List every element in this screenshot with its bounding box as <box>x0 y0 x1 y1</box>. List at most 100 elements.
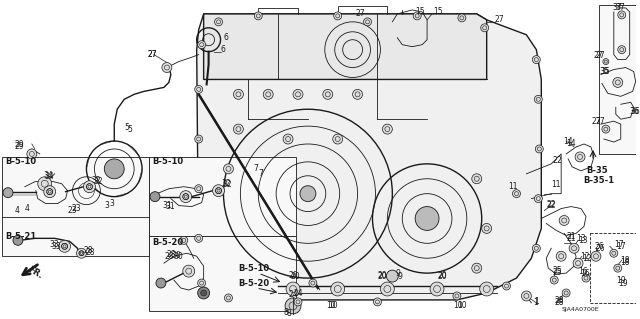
Circle shape <box>195 234 203 242</box>
Circle shape <box>535 145 543 153</box>
Text: B-5-10: B-5-10 <box>5 157 36 167</box>
Bar <box>149 157 296 236</box>
Text: 27: 27 <box>356 9 365 19</box>
Text: 33: 33 <box>52 242 61 251</box>
Text: 16: 16 <box>580 269 589 278</box>
Text: 7: 7 <box>259 169 263 178</box>
Text: 9: 9 <box>397 271 402 281</box>
Circle shape <box>195 85 203 93</box>
Text: 27: 27 <box>594 51 604 60</box>
Text: 12: 12 <box>582 254 591 263</box>
Circle shape <box>323 89 333 99</box>
Circle shape <box>300 186 316 202</box>
Circle shape <box>569 243 579 253</box>
Text: 27: 27 <box>592 117 602 126</box>
Text: 21: 21 <box>566 232 575 241</box>
Text: 28: 28 <box>83 246 93 255</box>
Text: 27: 27 <box>147 50 157 59</box>
Text: 35: 35 <box>600 67 610 76</box>
Circle shape <box>201 290 207 296</box>
Bar <box>590 234 636 303</box>
Text: 3: 3 <box>104 201 109 210</box>
Text: 24: 24 <box>293 289 303 299</box>
Text: 31: 31 <box>162 201 172 210</box>
Text: 24: 24 <box>288 291 298 300</box>
Text: 28: 28 <box>554 298 564 308</box>
Text: SJA4A0700E: SJA4A0700E <box>561 308 599 312</box>
Text: 2: 2 <box>552 156 557 165</box>
Text: 20: 20 <box>378 271 387 281</box>
Text: 36: 36 <box>630 107 640 116</box>
Text: 10: 10 <box>326 301 335 310</box>
Circle shape <box>38 177 52 191</box>
Circle shape <box>556 251 566 261</box>
Polygon shape <box>204 14 486 79</box>
Circle shape <box>453 292 461 300</box>
Circle shape <box>294 298 302 306</box>
Text: 26: 26 <box>596 244 605 253</box>
Text: 5: 5 <box>127 125 132 134</box>
Text: 2: 2 <box>556 156 561 165</box>
Bar <box>2 157 149 256</box>
Text: FR.: FR. <box>26 265 44 281</box>
Circle shape <box>61 243 68 249</box>
Text: 5: 5 <box>124 122 129 132</box>
Text: 23: 23 <box>68 206 77 215</box>
Circle shape <box>162 63 172 72</box>
Text: 18: 18 <box>620 258 629 267</box>
Circle shape <box>481 24 489 32</box>
Circle shape <box>575 152 585 162</box>
Text: 27: 27 <box>495 15 504 24</box>
Text: B-5-10: B-5-10 <box>238 263 269 273</box>
Circle shape <box>27 149 36 159</box>
Text: 8: 8 <box>286 309 291 318</box>
Text: 27: 27 <box>596 117 605 126</box>
Bar <box>149 236 296 311</box>
Text: 17: 17 <box>614 240 623 249</box>
Text: 35: 35 <box>601 67 611 76</box>
Circle shape <box>86 184 92 190</box>
Circle shape <box>550 276 558 284</box>
Circle shape <box>613 78 623 87</box>
Text: 16: 16 <box>578 267 588 276</box>
Circle shape <box>331 282 345 296</box>
Text: 20: 20 <box>437 271 447 281</box>
Circle shape <box>195 185 203 193</box>
Circle shape <box>480 282 493 296</box>
Text: 25: 25 <box>552 266 562 275</box>
Circle shape <box>198 41 205 49</box>
Text: 20: 20 <box>290 271 300 281</box>
Text: 15: 15 <box>415 7 425 16</box>
Text: 11: 11 <box>509 182 518 191</box>
Text: 37: 37 <box>616 4 625 12</box>
Text: 6: 6 <box>221 45 225 54</box>
Circle shape <box>614 264 621 272</box>
Circle shape <box>534 95 542 103</box>
Text: B-5-20: B-5-20 <box>152 238 183 247</box>
Text: 26: 26 <box>595 242 605 251</box>
Text: 20: 20 <box>288 271 298 279</box>
Text: 15: 15 <box>433 7 443 16</box>
Circle shape <box>610 249 618 257</box>
Circle shape <box>180 236 188 244</box>
Text: 13: 13 <box>576 234 586 243</box>
Text: 29: 29 <box>15 139 24 149</box>
Circle shape <box>374 298 381 306</box>
Text: 30: 30 <box>172 251 182 260</box>
Text: 32: 32 <box>221 179 231 188</box>
Text: 4: 4 <box>25 204 29 213</box>
Circle shape <box>3 188 13 198</box>
Circle shape <box>430 282 444 296</box>
Text: 9: 9 <box>396 269 400 278</box>
Text: 28: 28 <box>86 248 95 257</box>
Text: 32: 32 <box>223 180 232 189</box>
Text: 14: 14 <box>563 137 573 145</box>
Circle shape <box>214 18 223 26</box>
Circle shape <box>353 89 362 99</box>
Text: 20: 20 <box>437 271 447 279</box>
Text: B-35-1: B-35-1 <box>583 176 614 185</box>
Circle shape <box>283 134 293 144</box>
Text: 22: 22 <box>547 201 556 210</box>
Circle shape <box>77 248 86 258</box>
Circle shape <box>309 279 317 287</box>
